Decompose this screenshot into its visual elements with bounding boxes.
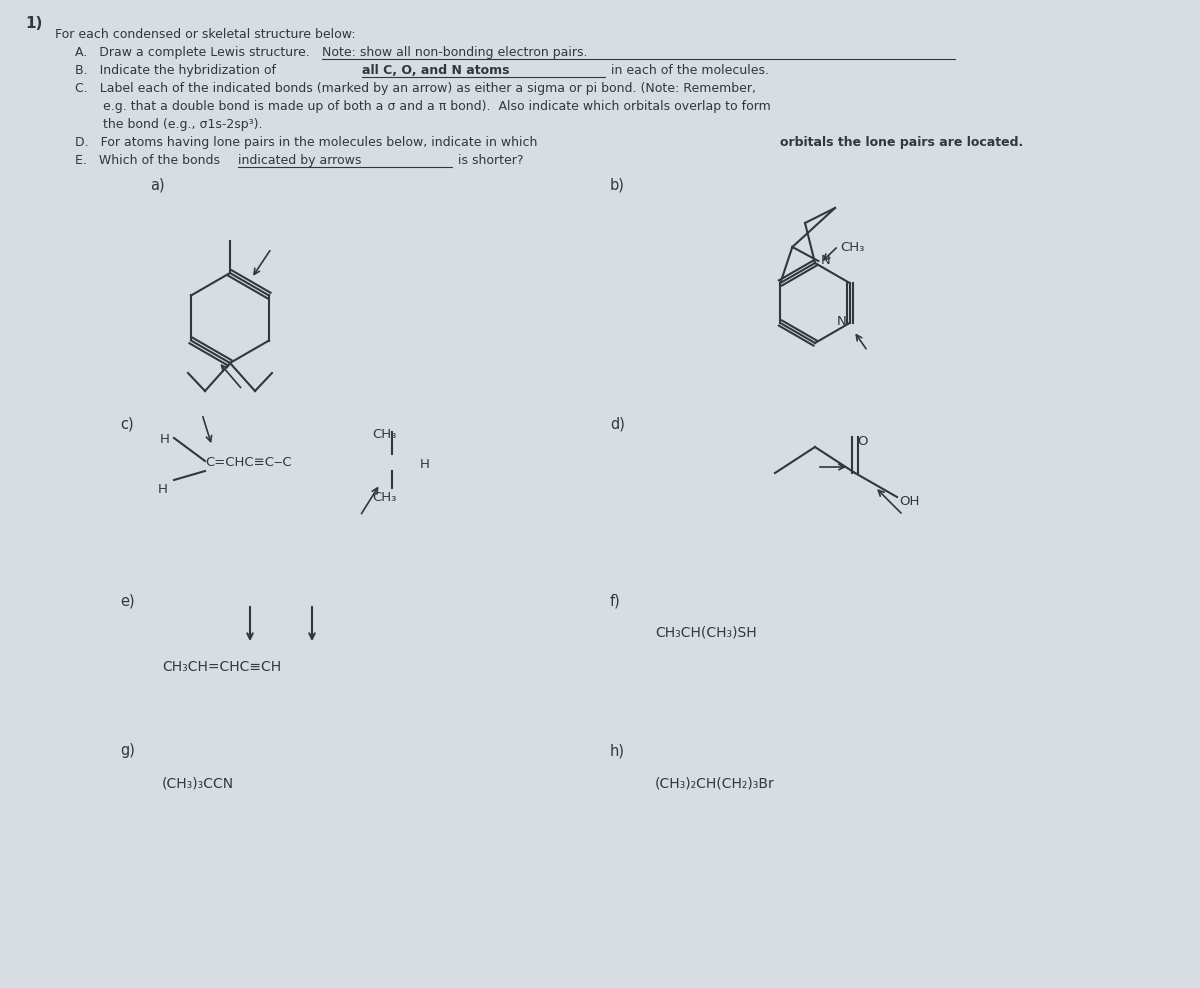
Text: H: H xyxy=(158,483,168,496)
Text: (CH₃)₂CH(CH₂)₃Br: (CH₃)₂CH(CH₂)₃Br xyxy=(655,776,775,790)
Text: N: N xyxy=(821,254,830,267)
Text: g): g) xyxy=(120,743,134,758)
Text: all C, O, and N atoms: all C, O, and N atoms xyxy=(362,64,510,77)
Text: OH: OH xyxy=(899,495,919,508)
Text: For each condensed or skeletal structure below:: For each condensed or skeletal structure… xyxy=(55,28,355,41)
Text: CH₃CH(CH₃)SH: CH₃CH(CH₃)SH xyxy=(655,626,757,640)
Text: f): f) xyxy=(610,593,620,608)
Text: CH₃CH=CHC≡CH: CH₃CH=CHC≡CH xyxy=(162,660,281,674)
Text: Note: show all non-bonding electron pairs.: Note: show all non-bonding electron pair… xyxy=(322,46,588,59)
Text: C=CHC≡C‒C: C=CHC≡C‒C xyxy=(205,456,292,469)
Text: in each of the molecules.: in each of the molecules. xyxy=(607,64,769,77)
Text: N: N xyxy=(836,315,846,328)
Text: orbitals the lone pairs are located.: orbitals the lone pairs are located. xyxy=(780,136,1024,149)
Text: CH₃: CH₃ xyxy=(372,428,396,441)
Text: is shorter?: is shorter? xyxy=(454,154,523,167)
Text: the bond (e.g., σ1s-2sp³).: the bond (e.g., σ1s-2sp³). xyxy=(74,118,263,131)
Text: h): h) xyxy=(610,743,625,758)
Text: B.   Indicate the hybridization of: B. Indicate the hybridization of xyxy=(74,64,280,77)
Text: H: H xyxy=(420,458,430,471)
Text: c): c) xyxy=(120,416,133,431)
Text: indicated by arrows: indicated by arrows xyxy=(238,154,361,167)
Text: CH₃: CH₃ xyxy=(372,491,396,504)
Text: CH₃: CH₃ xyxy=(840,241,865,254)
Text: b): b) xyxy=(610,178,625,193)
Text: H: H xyxy=(160,433,170,446)
Text: 1): 1) xyxy=(25,16,42,31)
Text: d): d) xyxy=(610,416,625,431)
Text: E.   Which of the bonds: E. Which of the bonds xyxy=(74,154,224,167)
Text: (CH₃)₃CCN: (CH₃)₃CCN xyxy=(162,776,234,790)
Text: e.g. that a double bond is made up of both a σ and a π bond).  Also indicate whi: e.g. that a double bond is made up of bo… xyxy=(74,100,770,113)
Text: A.   Draw a complete Lewis structure.: A. Draw a complete Lewis structure. xyxy=(74,46,313,59)
Text: O: O xyxy=(857,435,868,448)
Text: a): a) xyxy=(150,178,164,193)
Text: D.   For atoms having lone pairs in the molecules below, indicate in which: D. For atoms having lone pairs in the mo… xyxy=(74,136,541,149)
Text: e): e) xyxy=(120,593,134,608)
Text: C.   Label each of the indicated bonds (marked by an arrow) as either a sigma or: C. Label each of the indicated bonds (ma… xyxy=(74,82,756,95)
